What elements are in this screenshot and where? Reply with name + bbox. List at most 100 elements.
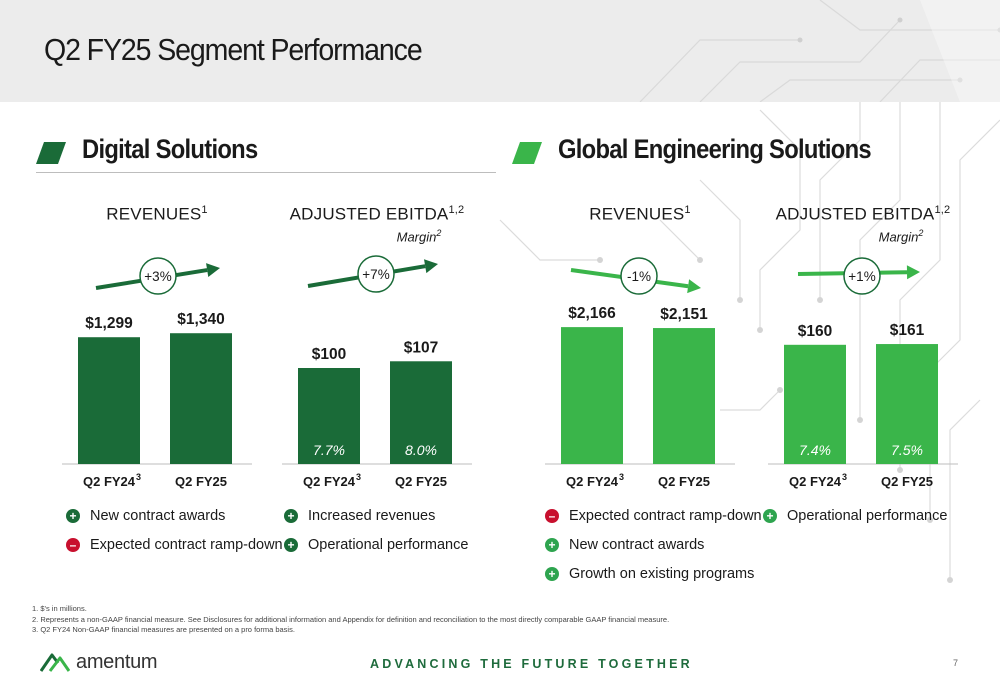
plus-circle-icon: + <box>284 509 298 523</box>
category-superscript: 3 <box>619 472 624 482</box>
margin-label: 7.4% <box>799 442 831 458</box>
category-tick-label: Q2 FY24 <box>303 474 356 489</box>
chart-heading: ADJUSTED EBITDA1,2 <box>775 204 951 224</box>
chart-heading: ADJUSTED EBITDA1,2 <box>289 204 465 224</box>
category-superscript: 3 <box>356 472 361 482</box>
footnote: 1. $'s in millions. <box>32 604 87 613</box>
chart-heading: REVENUES1 <box>589 204 691 224</box>
trend-arrow-head <box>906 265 920 280</box>
driver-text: Operational performance <box>787 508 948 524</box>
category-tick-label: Q2 FY25 <box>395 474 447 489</box>
change-bubble <box>843 257 881 295</box>
bar-value-label: $1,340 <box>177 311 224 328</box>
bar-value-label: $2,151 <box>660 306 708 323</box>
plus-circle-icon: + <box>545 567 559 581</box>
footnote: 2. Represents a non-GAAP financial measu… <box>32 614 670 624</box>
change-bubble <box>357 255 395 293</box>
bar <box>170 333 232 464</box>
driver-text: Operational performance <box>308 537 469 553</box>
category-tick-label: Q2 FY25 <box>881 474 933 489</box>
change-percent-label: +1% <box>848 269 875 284</box>
driver-text: Expected contract ramp-down <box>569 508 762 524</box>
category-tick-label: Q2 FY25 <box>658 474 710 489</box>
title-band <box>0 0 1000 102</box>
bar-chart: $160 7.4% Q2 FY24 3 $161 7.5% Q2 FY25 +1% <box>768 257 958 489</box>
bar-chart: $1,299 Q2 FY24 3 $1,340 Q2 FY25 +3% <box>62 257 252 489</box>
footnotes: 1. $'s in millions. 2. Represents a non-… <box>32 604 669 636</box>
category-superscript: 3 <box>842 472 847 482</box>
margin-label: 7.7% <box>313 442 345 458</box>
section-flag-icon <box>36 142 66 164</box>
section-flag-icon <box>512 142 542 164</box>
bar-chart: $2,166 Q2 FY24 3 $2,151 Q2 FY25 -1% <box>545 257 735 489</box>
bar <box>784 344 846 464</box>
change-percent-label: -1% <box>627 269 651 284</box>
bar-value-label: $100 <box>312 346 346 363</box>
plus-circle-icon: + <box>763 509 777 523</box>
chart-panel-ges-ebitda: ADJUSTED EBITDA1,2 Margin2 $160 7.4% Q2 FY… <box>768 200 958 500</box>
category-superscript: 3 <box>136 472 141 482</box>
margin-caption: Margin2 <box>878 228 924 245</box>
category-tick-label: Q2 FY24 <box>566 474 619 489</box>
driver-item: + Growth on existing programs <box>545 566 754 582</box>
margin-label: 8.0% <box>405 442 437 458</box>
driver-item: + New contract awards <box>66 508 225 524</box>
change-bubble <box>139 257 177 295</box>
trend-arrow-head <box>206 263 220 277</box>
section-head-global-engineering-solutions: Global Engineering Solutions <box>512 132 972 172</box>
section-title: Digital Solutions <box>82 134 258 164</box>
bar-value-label: $160 <box>798 323 832 340</box>
change-percent-label: +3% <box>144 269 171 284</box>
driver-item: – Expected contract ramp-down <box>545 508 762 524</box>
section-title: Global Engineering Solutions <box>558 134 872 164</box>
bar-value-label: $2,166 <box>568 305 616 322</box>
bar <box>561 327 623 464</box>
bar-value-label: $1,299 <box>85 315 133 332</box>
chart-heading: REVENUES1 <box>106 204 208 224</box>
bar-chart: $100 7.7% Q2 FY24 3 $107 8.0% Q2 FY25 +7% <box>282 255 472 489</box>
margin-caption: Margin2 <box>396 228 442 245</box>
plus-circle-icon: + <box>66 509 80 523</box>
driver-text: Growth on existing programs <box>569 566 755 582</box>
logo-wordmark: amentum <box>76 650 158 673</box>
bar <box>298 368 360 464</box>
tagline: ADVANCING THE FUTURE TOGETHER <box>370 657 693 671</box>
driver-item: + Increased revenues <box>284 508 435 524</box>
category-tick-label: Q2 FY24 <box>83 474 136 489</box>
driver-text: Expected contract ramp-down <box>90 537 283 553</box>
trend-arrow-head <box>687 279 701 294</box>
plus-circle-icon: + <box>545 538 559 552</box>
title-band-circuit <box>639 0 1000 102</box>
minus-circle-icon: – <box>66 538 80 552</box>
margin-label: 7.5% <box>891 442 923 458</box>
driver-text: Increased revenues <box>308 508 436 524</box>
chart-panel-ds-ebitda: ADJUSTED EBITDA1,2 Margin2 $100 7.7% Q2 FY… <box>282 200 472 500</box>
page-number: 7 <box>953 658 959 668</box>
driver-item: – Expected contract ramp-down <box>66 537 283 553</box>
driver-item: + Operational performance <box>284 537 468 553</box>
bar-value-label: $161 <box>890 322 925 339</box>
chart-panel-ges-revenues: REVENUES1 $2,166 Q2 FY24 3 $2,151 Q2 FY25 -1% <box>545 200 735 500</box>
amentum-logo: amentum <box>40 648 158 676</box>
driver-item: + New contract awards <box>545 537 704 553</box>
change-bubble <box>620 257 658 295</box>
bar <box>78 337 140 464</box>
page-title: Q2 FY25 Segment Performance <box>44 32 423 67</box>
mountain-logo-icon <box>40 653 70 672</box>
chart-panel-ds-revenues: REVENUES1 $1,299 Q2 FY24 3 $1,340 Q2 FY25 +3% <box>62 200 252 500</box>
bar <box>653 328 715 464</box>
driver-text: New contract awards <box>569 537 705 553</box>
footnote: 3. Q2 FY24 Non-GAAP financial measures a… <box>32 625 295 634</box>
trend-arrow-head <box>424 259 438 274</box>
bar <box>390 361 452 464</box>
section-head-digital-solutions: Digital Solutions <box>36 132 496 173</box>
plus-circle-icon: + <box>284 538 298 552</box>
bar-value-label: $107 <box>404 339 438 356</box>
minus-circle-icon: – <box>545 509 559 523</box>
bar <box>876 344 938 464</box>
driver-item: + Operational performance <box>763 508 947 524</box>
section-divider <box>36 172 496 173</box>
category-tick-label: Q2 FY24 <box>789 474 842 489</box>
category-tick-label: Q2 FY25 <box>175 474 227 489</box>
driver-text: New contract awards <box>90 508 226 524</box>
